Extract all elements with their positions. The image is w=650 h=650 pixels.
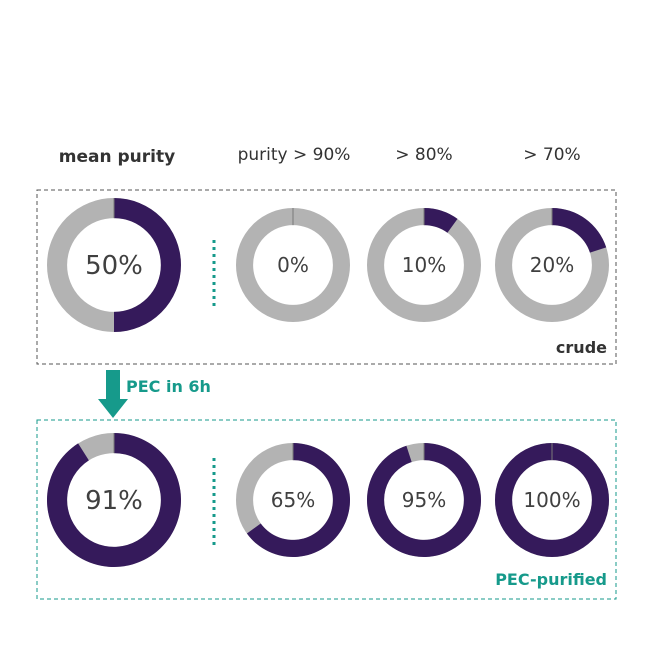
donut-crude-2: 10% [366,208,481,323]
purified-panel-frame [36,419,617,600]
donut-segment-purified-1 [246,443,350,557]
donut-label-purified-3: 100% [523,488,580,512]
donut-label-crude-2: 10% [402,253,446,277]
donut-crude-3: 20% [494,208,609,323]
donut-crude-1: 0% [236,208,351,323]
donut-label-crude-3: 20% [530,253,574,277]
donut-label-crude-1: 0% [277,253,309,277]
header-70: > 70% [523,145,580,165]
arrow-label: PEC in 6h [126,377,211,396]
donut-label-purified-1: 65% [271,488,315,512]
header-80: > 80% [395,145,452,165]
donut-purified-3: 100% [494,442,609,557]
donut-label-purified-0: 91% [85,486,143,516]
down-arrow-icon [98,370,128,418]
header-mean-purity: mean purity [59,147,175,167]
donut-purified-2: 95% [366,442,481,557]
donut-segment-crude-0 [114,198,181,332]
donut-segment-crude-3 [552,208,607,253]
donut-segment-purified-2 [366,443,481,557]
donut-label-crude-0: 50% [85,251,143,281]
crude-panel-frame [36,189,617,365]
purified-label: PEC-purified [495,570,607,589]
donut-label-purified-2: 95% [402,488,446,512]
crude-label: crude [556,338,607,357]
donut-segment-purified-0 [46,433,182,567]
header-purity-90: purity > 90% [238,145,351,165]
donut-purified-1: 65% [236,442,351,557]
donut-purified-0: 91% [46,432,182,567]
donut-segment-crude-2 [424,208,458,233]
donut-crude-0: 50% [46,198,182,333]
donut-charts: 50% 0% 10% 20% 91% 65% 95% 100% [46,198,609,567]
